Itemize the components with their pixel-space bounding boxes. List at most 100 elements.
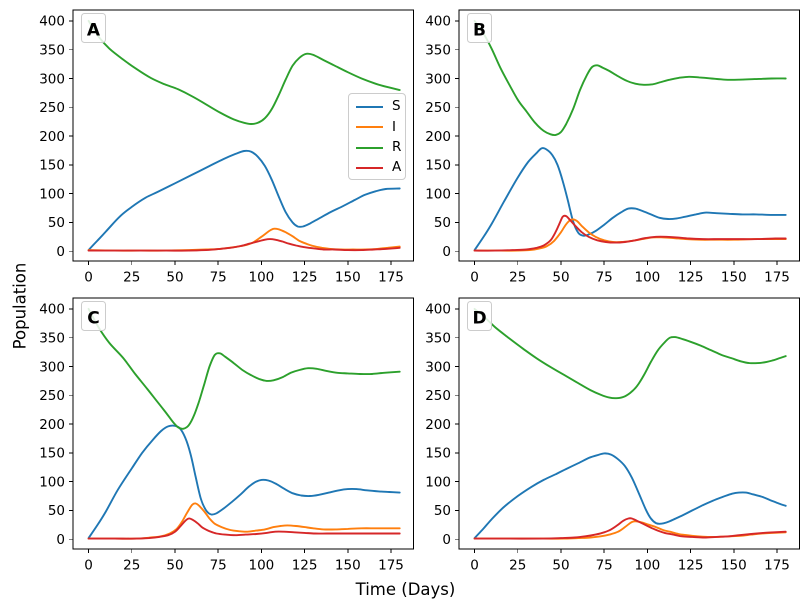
y-tick-label: 350 <box>425 43 451 59</box>
series-line-A-A <box>87 238 401 252</box>
y-tick-label: 250 <box>425 100 451 116</box>
y-tick-label: 150 <box>425 158 451 174</box>
panel-B-plot: 0 25 50 75 100 125 150 175 0 50 100 150 200 250 300 350… <box>425 9 800 286</box>
y-tick-label: 350 <box>39 331 65 347</box>
legend-label-A: A <box>392 159 402 176</box>
legend-label-R: R <box>392 138 402 155</box>
panel-letter-box <box>467 301 492 331</box>
panel-letter-C: C <box>87 309 99 329</box>
x-tick-label: 125 <box>678 270 704 286</box>
y-tick-label: 250 <box>425 388 451 404</box>
y-tick-label: 50 <box>434 215 451 231</box>
y-tick-label: 0 <box>56 244 65 260</box>
x-tick-label: 125 <box>291 558 317 574</box>
y-tick-label: 100 <box>39 474 65 490</box>
series-line-C-R <box>87 307 401 430</box>
x-tick-label: 150 <box>721 270 747 286</box>
y-tick-label: 350 <box>39 43 65 59</box>
x-tick-label: 100 <box>635 558 661 574</box>
axes-frame <box>72 297 414 550</box>
x-tick-label: 175 <box>764 558 790 574</box>
x-tick-label: 100 <box>635 270 661 286</box>
y-tick-label: 200 <box>39 417 65 433</box>
legend-entry-S: S <box>349 97 405 117</box>
y-tick-label: 100 <box>39 186 65 202</box>
legend-label-I: I <box>392 118 396 135</box>
x-tick-label: 50 <box>552 558 569 574</box>
panel-letter-box <box>467 13 492 43</box>
x-tick-label: 100 <box>248 270 274 286</box>
x-tick-label: 25 <box>123 558 140 574</box>
x-tick-label: 175 <box>378 558 404 574</box>
legend-line-I <box>356 126 383 129</box>
series-line-C-A <box>87 517 401 540</box>
y-tick-label: 100 <box>425 474 451 490</box>
legend-entry-A: A <box>349 158 405 178</box>
panel-D-plot: 0 25 50 75 100 125 150 175 0 50 100 150 200 250 300 350… <box>425 297 800 574</box>
panel-letter-box <box>80 301 106 331</box>
y-tick-label: 150 <box>39 158 65 174</box>
y-tick-label: 200 <box>425 129 451 145</box>
axes-frame <box>458 9 800 262</box>
panel-A-plot: 0 25 50 75 100 125 150 175 0 50 100 150 200 250 300 350… <box>39 9 414 286</box>
legend-entry-I: I <box>349 117 405 137</box>
x-tick-label: 25 <box>509 270 526 286</box>
series-line-B-A <box>473 214 787 252</box>
series-line-D-A <box>473 517 787 540</box>
y-tick-label: 250 <box>39 388 65 404</box>
x-axis-label: Time (Days) <box>355 580 456 599</box>
y-tick-label: 400 <box>425 302 451 318</box>
y-tick-label: 400 <box>39 302 65 318</box>
series-line-D-S <box>473 452 787 540</box>
x-tick-label: 175 <box>378 270 404 286</box>
panel-letter-A: A <box>86 21 100 41</box>
x-tick-label: 150 <box>334 558 360 574</box>
y-tick-label: 150 <box>425 446 451 462</box>
x-tick-label: 150 <box>334 270 360 286</box>
x-tick-label: 75 <box>596 558 613 574</box>
axes-frame <box>72 9 414 262</box>
legend-line-S <box>356 106 383 109</box>
series-line-B-I <box>473 218 787 252</box>
y-tick-label: 350 <box>425 331 451 347</box>
y-tick-label: 250 <box>39 100 65 116</box>
y-tick-label: 200 <box>425 417 451 433</box>
y-tick-label: 300 <box>39 359 65 375</box>
x-tick-label: 150 <box>721 558 747 574</box>
series-line-D-R <box>473 307 787 400</box>
y-tick-label: 400 <box>39 14 65 30</box>
x-tick-label: 175 <box>764 270 790 286</box>
x-tick-label: 50 <box>552 270 569 286</box>
y-tick-label: 400 <box>425 14 451 30</box>
y-tick-label: 0 <box>442 532 451 548</box>
series-line-B-S <box>473 147 787 252</box>
x-tick-label: 0 <box>470 270 479 286</box>
axes-frame <box>458 297 800 550</box>
legend-label-S: S <box>392 98 401 115</box>
panel-letter-box <box>80 13 106 43</box>
panel-letter-B: B <box>473 21 486 41</box>
y-axis-label: Population <box>10 262 30 350</box>
panel-C-plot: 0 25 50 75 100 125 150 175 0 50 100 150 200 250 300 350… <box>39 297 414 574</box>
y-tick-label: 0 <box>56 532 65 548</box>
x-tick-label: 0 <box>84 558 93 574</box>
y-tick-label: 100 <box>425 186 451 202</box>
y-tick-label: 300 <box>39 71 65 87</box>
x-tick-label: 0 <box>470 558 479 574</box>
y-tick-label: 50 <box>47 503 64 519</box>
series-line-A-S <box>87 149 401 252</box>
x-tick-label: 125 <box>291 270 317 286</box>
x-tick-label: 100 <box>248 558 274 574</box>
series-line-C-I <box>87 502 401 540</box>
x-tick-label: 25 <box>509 558 526 574</box>
x-tick-label: 0 <box>84 270 93 286</box>
x-tick-label: 25 <box>123 270 140 286</box>
x-tick-label: 50 <box>166 558 183 574</box>
panel-letter-D: D <box>472 309 486 329</box>
x-tick-label: 75 <box>209 270 226 286</box>
y-tick-label: 50 <box>47 215 64 231</box>
y-tick-label: 150 <box>39 446 65 462</box>
y-tick-label: 0 <box>442 244 451 260</box>
